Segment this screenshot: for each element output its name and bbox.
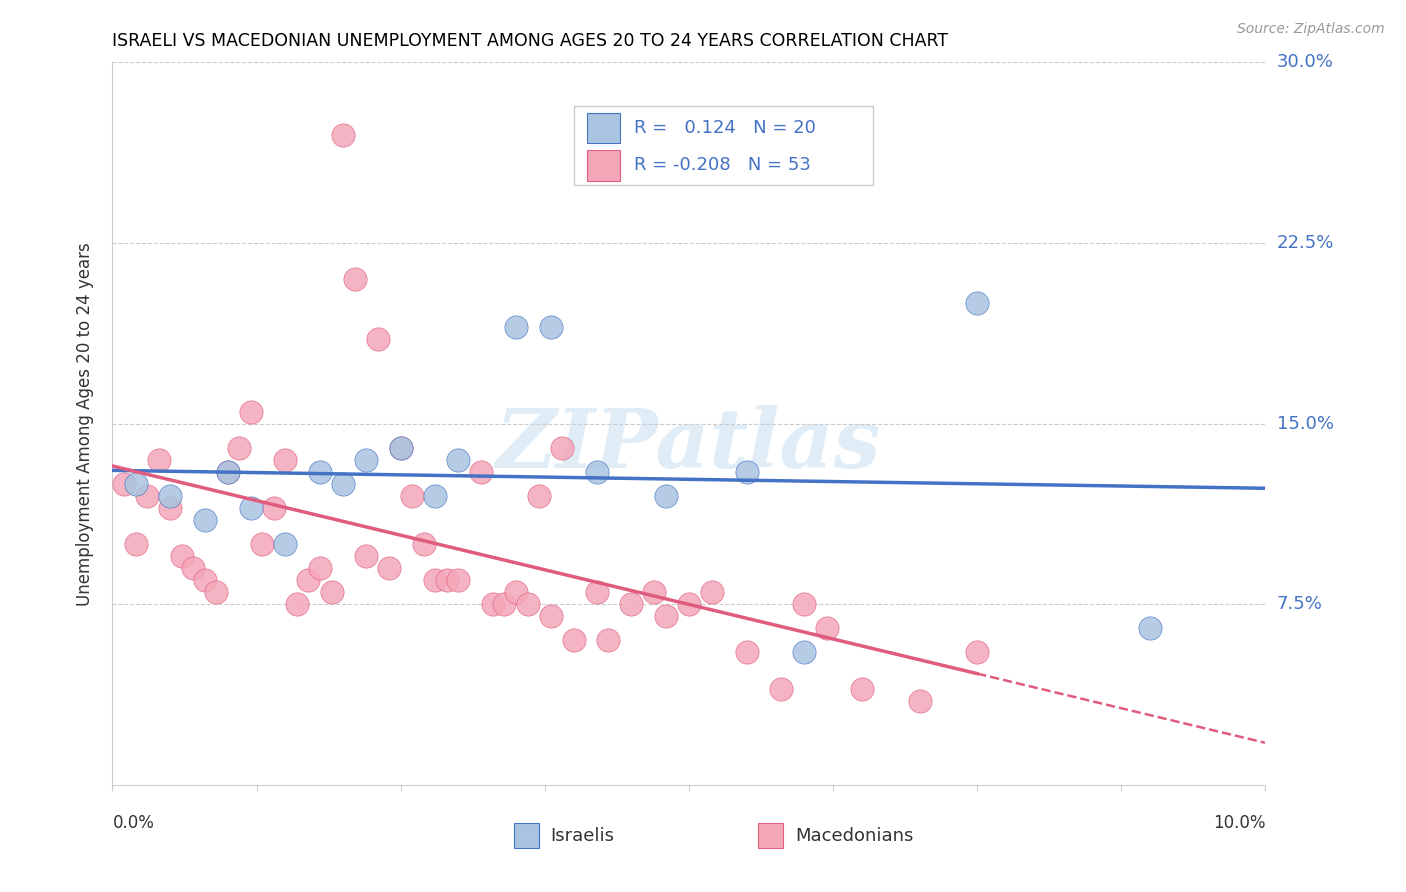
Point	[170, 549, 193, 564]
Point	[1139, 621, 1161, 635]
Text: R =   0.124   N = 20: R = 0.124 N = 20	[634, 119, 815, 137]
Text: 15.0%: 15.0%	[1277, 415, 1333, 433]
Point	[678, 598, 700, 612]
Point	[124, 476, 146, 491]
Point	[770, 681, 793, 696]
Point	[205, 585, 228, 599]
Point	[643, 585, 665, 599]
Point	[447, 573, 470, 587]
Text: 30.0%: 30.0%	[1277, 54, 1333, 71]
Point	[194, 573, 217, 587]
Point	[425, 573, 447, 587]
Text: ZIPatlas: ZIPatlas	[496, 405, 882, 485]
FancyBboxPatch shape	[574, 106, 873, 186]
Point	[389, 441, 412, 455]
Point	[239, 405, 262, 419]
Point	[516, 598, 538, 612]
Point	[793, 646, 815, 660]
Point	[354, 453, 377, 467]
Point	[655, 609, 678, 624]
Point	[793, 598, 815, 612]
Point	[700, 585, 723, 599]
Point	[389, 441, 412, 455]
Point	[436, 573, 458, 587]
Point	[540, 609, 562, 624]
Point	[217, 465, 239, 479]
Point	[505, 585, 527, 599]
Point	[148, 453, 170, 467]
FancyBboxPatch shape	[513, 823, 538, 848]
Point	[412, 537, 434, 551]
Point	[425, 489, 447, 503]
Point	[217, 465, 239, 479]
Point	[540, 320, 562, 334]
Text: Macedonians: Macedonians	[794, 827, 914, 845]
Text: ISRAELI VS MACEDONIAN UNEMPLOYMENT AMONG AGES 20 TO 24 YEARS CORRELATION CHART: ISRAELI VS MACEDONIAN UNEMPLOYMENT AMONG…	[112, 32, 949, 50]
Point	[309, 465, 332, 479]
Text: R = -0.208   N = 53: R = -0.208 N = 53	[634, 156, 810, 175]
Y-axis label: Unemployment Among Ages 20 to 24 years: Unemployment Among Ages 20 to 24 years	[76, 242, 94, 606]
Point	[598, 633, 620, 648]
Point	[401, 489, 423, 503]
Point	[470, 465, 492, 479]
Point	[447, 453, 470, 467]
Point	[228, 441, 250, 455]
Point	[551, 441, 574, 455]
Text: 7.5%: 7.5%	[1277, 595, 1323, 614]
Point	[655, 489, 678, 503]
Point	[851, 681, 873, 696]
FancyBboxPatch shape	[588, 150, 620, 180]
Point	[332, 476, 354, 491]
Point	[505, 320, 527, 334]
Point	[297, 573, 319, 587]
Text: 22.5%: 22.5%	[1277, 234, 1334, 252]
Point	[263, 501, 285, 516]
Point	[136, 489, 159, 503]
Point	[124, 537, 146, 551]
Point	[527, 489, 550, 503]
Point	[274, 453, 297, 467]
Point	[815, 621, 838, 635]
Point	[332, 128, 354, 142]
Point	[494, 598, 516, 612]
Point	[159, 489, 181, 503]
Point	[239, 501, 262, 516]
Text: Source: ZipAtlas.com: Source: ZipAtlas.com	[1237, 22, 1385, 37]
Text: 10.0%: 10.0%	[1213, 814, 1265, 832]
FancyBboxPatch shape	[588, 113, 620, 144]
Point	[194, 513, 217, 527]
Point	[354, 549, 377, 564]
Point	[585, 585, 607, 599]
Point	[367, 332, 389, 346]
Point	[181, 561, 204, 575]
Point	[735, 465, 758, 479]
Point	[274, 537, 297, 551]
Point	[159, 501, 181, 516]
Point	[585, 465, 607, 479]
Point	[321, 585, 343, 599]
Point	[562, 633, 585, 648]
Text: Israelis: Israelis	[551, 827, 614, 845]
Text: 0.0%: 0.0%	[112, 814, 155, 832]
Point	[309, 561, 332, 575]
Point	[735, 646, 758, 660]
Point	[908, 694, 931, 708]
Point	[620, 598, 643, 612]
Point	[112, 476, 135, 491]
Point	[285, 598, 308, 612]
Point	[252, 537, 274, 551]
FancyBboxPatch shape	[758, 823, 783, 848]
Point	[378, 561, 401, 575]
Point	[966, 646, 988, 660]
Point	[343, 272, 366, 286]
Point	[966, 296, 988, 310]
Point	[482, 598, 505, 612]
